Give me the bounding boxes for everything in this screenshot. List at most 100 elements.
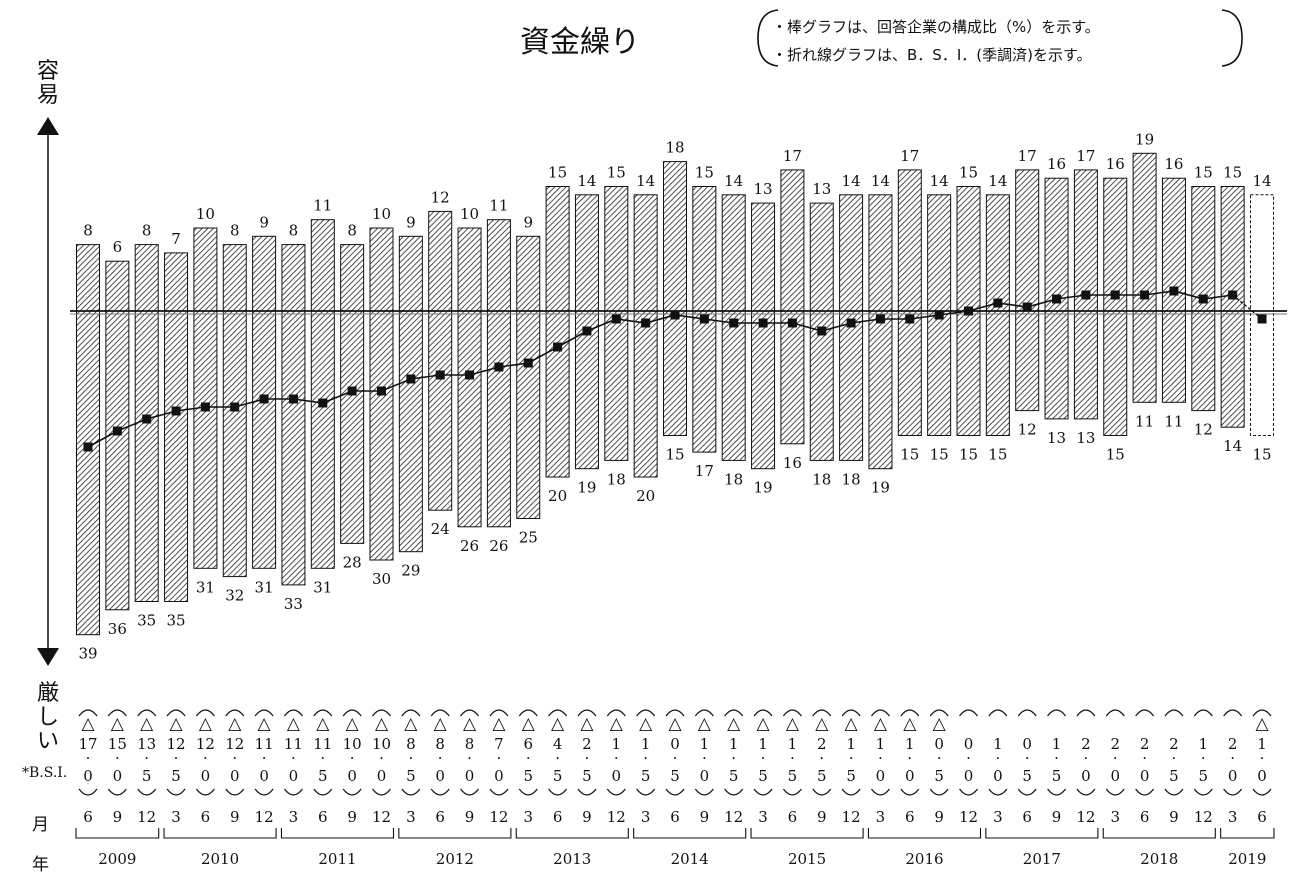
bsi-int-16: 4 <box>553 735 563 753</box>
bsi-neg-mark-26: △ <box>845 714 859 734</box>
month-label-17: 9 <box>582 808 592 826</box>
bar-lower-11 <box>398 310 423 553</box>
bar-upper-label-30: 15 <box>959 164 978 182</box>
bsi-int-8: 11 <box>313 735 332 753</box>
bar-lower-label-16: 20 <box>548 487 567 505</box>
bsi-polyline <box>87 290 1233 448</box>
bsi-paren-close-31 <box>988 788 1008 796</box>
bar-lower-16 <box>545 310 570 478</box>
bsi-neg-mark-22: △ <box>727 714 741 734</box>
bsi-point-0 <box>83 442 93 452</box>
bar-upper-12 <box>428 210 453 312</box>
bar-upper-13 <box>457 227 482 312</box>
bsi-neg-mark-20: △ <box>668 714 682 734</box>
bsi-point-11 <box>406 374 416 384</box>
bsi-point-34 <box>1081 290 1091 300</box>
bar-upper-label-23: 13 <box>754 180 773 198</box>
bar-lower-24 <box>780 310 805 445</box>
bsi-int-37: 2 <box>1169 735 1179 753</box>
bar-lower-30 <box>956 310 981 436</box>
bsi-dec-37: 5 <box>1169 767 1179 785</box>
bsi-dot-18: · <box>614 749 619 767</box>
year-bracket-9 <box>1102 828 1216 839</box>
bsi-int-14: 7 <box>494 735 504 753</box>
year-label-7: 2016 <box>905 850 943 868</box>
bsi-point-2 <box>142 414 152 424</box>
bsi-int-35: 2 <box>1110 735 1120 753</box>
notes-right-bracket <box>1221 9 1243 67</box>
bar-upper-label-13: 10 <box>460 205 479 223</box>
bsi-dec-5: 0 <box>230 767 240 785</box>
bsi-paren-close-26 <box>841 788 861 796</box>
bsi-paren-open-22 <box>724 709 744 717</box>
bar-lower-label-10: 30 <box>372 570 391 588</box>
year-label-5: 2014 <box>671 850 709 868</box>
bsi-int-20: 0 <box>670 735 680 753</box>
bar-lower-20 <box>663 310 687 436</box>
month-label-0: 6 <box>83 808 93 826</box>
bsi-int-19: 1 <box>641 735 651 753</box>
bar-upper-label-36: 19 <box>1135 130 1154 148</box>
year-row-label: 年 <box>32 855 49 872</box>
bar-lower-1 <box>105 310 130 611</box>
month-label-21: 9 <box>700 808 710 826</box>
year-label-2: 2011 <box>318 850 356 868</box>
bsi-dot-28: · <box>907 749 912 767</box>
bsi-neg-mark-16: △ <box>551 714 565 734</box>
month-label-8: 6 <box>318 808 328 826</box>
bsi-dec-25: 5 <box>817 767 827 785</box>
bar-upper-10 <box>369 227 394 312</box>
notes-left-bracket <box>757 9 779 67</box>
bar-lower-label-30: 15 <box>959 446 978 464</box>
bar-upper-1 <box>105 260 130 312</box>
bsi-dot-8: · <box>320 749 325 767</box>
bsi-paren-close-0 <box>78 788 98 796</box>
bsi-point-29 <box>934 310 944 320</box>
bsi-paren-close-35 <box>1105 788 1125 796</box>
bsi-dec-28: 0 <box>905 767 915 785</box>
bsi-paren-close-1 <box>107 788 127 796</box>
bsi-int-2: 13 <box>137 735 156 753</box>
month-label-23: 3 <box>758 808 768 826</box>
bsi-dec-34: 0 <box>1081 767 1091 785</box>
bar-lower-label-40: 15 <box>1252 446 1271 464</box>
bsi-int-30: 0 <box>964 735 974 753</box>
bsi-dot-2: · <box>144 749 149 767</box>
bsi-point-8 <box>318 398 328 408</box>
bsi-paren-open-18 <box>606 709 626 717</box>
bar-upper-label-38: 15 <box>1194 164 1213 182</box>
bsi-point-21 <box>699 314 709 324</box>
bsi-point-39 <box>1228 290 1238 300</box>
bsi-forecast-segment <box>1232 294 1263 320</box>
bsi-point-28 <box>905 314 915 324</box>
month-label-27: 3 <box>876 808 886 826</box>
bsi-paren-close-9 <box>342 788 362 796</box>
month-label-35: 3 <box>1110 808 1120 826</box>
bsi-paren-close-18 <box>606 788 626 796</box>
bar-upper-29 <box>927 194 952 312</box>
bsi-paren-open-40 <box>1252 709 1272 717</box>
bsi-dot-13: · <box>467 749 472 767</box>
bsi-paren-open-23 <box>753 709 773 717</box>
bsi-int-17: 2 <box>582 735 592 753</box>
bar-lower-22 <box>721 310 746 461</box>
bar-upper-label-33: 16 <box>1047 155 1066 173</box>
bsi-neg-mark-24: △ <box>786 714 800 734</box>
bar-lower-12 <box>428 310 453 511</box>
bsi-paren-close-19 <box>636 788 656 796</box>
bar-lower-label-32: 12 <box>1018 421 1037 439</box>
bsi-dec-16: 5 <box>553 767 563 785</box>
bsi-point-23 <box>758 318 768 328</box>
bsi-paren-close-7 <box>283 788 303 796</box>
bsi-int-10: 10 <box>372 735 391 753</box>
bar-upper-label-5: 8 <box>230 222 240 240</box>
bar-upper-16 <box>545 186 570 312</box>
bsi-dot-9: · <box>350 749 355 767</box>
bsi-dec-17: 5 <box>582 767 592 785</box>
bsi-dec-20: 5 <box>670 767 680 785</box>
bar-lower-32 <box>1015 310 1040 412</box>
year-bracket-2 <box>280 828 395 839</box>
bsi-paren-open-35 <box>1105 709 1125 717</box>
bsi-int-27: 1 <box>876 735 886 753</box>
bsi-point-26 <box>846 318 856 328</box>
